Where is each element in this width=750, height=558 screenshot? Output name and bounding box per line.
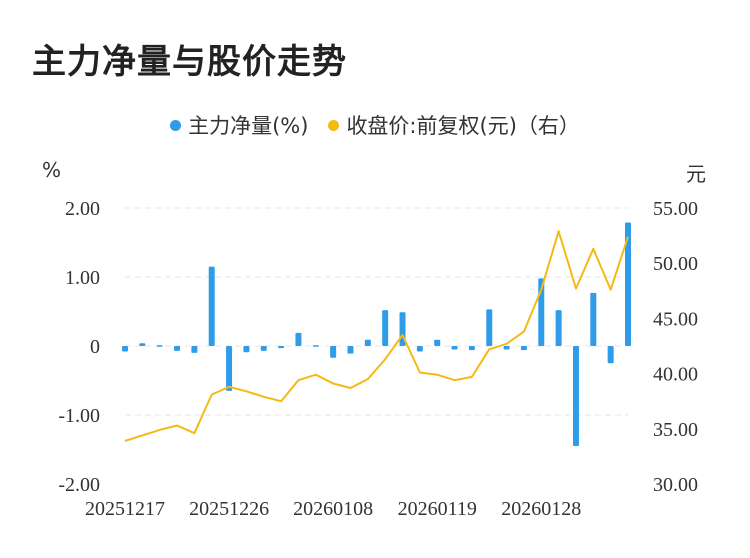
chart-legend: 主力净量(%) 收盘价:前复权(元)（右） — [0, 110, 750, 140]
price-line — [124, 230, 629, 442]
x-axis-tick-label: 20251226 — [189, 498, 269, 520]
left-axis-tick-label: -2.00 — [58, 474, 100, 496]
x-axis-tick-label: 20260108 — [293, 498, 373, 520]
legend-line-marker — [328, 119, 340, 131]
right-axis-tick-label: 55.00 — [653, 198, 698, 220]
right-axis-tick-label: 45.00 — [653, 308, 698, 330]
bar — [174, 346, 181, 351]
bar — [451, 346, 458, 350]
bar — [208, 266, 215, 346]
right-axis-tick-label: 30.00 — [653, 474, 698, 496]
bar — [520, 346, 527, 351]
legend-line-label: 收盘价:前复权(元)（右） — [346, 114, 580, 138]
bar — [278, 346, 285, 349]
bar — [330, 346, 337, 358]
left-axis-tick-label: 2.00 — [65, 198, 100, 220]
bar — [468, 346, 475, 351]
left-axis-unit: % — [42, 158, 62, 182]
bar — [382, 310, 389, 346]
left-axis-tick-label: 1.00 — [65, 267, 100, 289]
x-axis-tick-label: 20251217 — [85, 498, 165, 520]
legend-bar-label: 主力净量(%) — [188, 114, 309, 138]
bar — [347, 346, 354, 354]
legend-bar-marker — [170, 119, 182, 131]
x-axis-tick-label: 20260119 — [398, 498, 477, 520]
bar — [434, 339, 441, 346]
right-axis-tick-label: 50.00 — [653, 253, 698, 275]
legend-item-line[interactable]: 收盘价:前复权(元)（右） — [328, 110, 580, 140]
bar — [139, 343, 146, 346]
left-axis-tick-label: 0 — [90, 336, 100, 358]
bar — [122, 346, 128, 352]
bar — [572, 346, 579, 447]
bar — [590, 292, 597, 346]
bar — [260, 346, 267, 351]
bar — [312, 345, 319, 347]
bar — [295, 332, 302, 346]
chart-title: 主力净量与股价走势 — [32, 42, 347, 82]
bar — [555, 310, 562, 346]
bar — [243, 346, 250, 353]
legend-item-bar[interactable]: 主力净量(%) — [170, 110, 308, 140]
bar — [625, 222, 631, 346]
bar — [156, 345, 163, 347]
bar — [486, 309, 493, 346]
right-axis-unit: 元 — [686, 162, 706, 186]
bar — [191, 346, 198, 353]
right-axis-tick-label: 35.00 — [653, 419, 698, 441]
bar — [226, 346, 233, 391]
bar — [503, 346, 510, 350]
bar — [607, 346, 614, 364]
bar — [364, 339, 371, 346]
bar — [416, 346, 423, 352]
right-axis-tick-label: 40.00 — [653, 364, 698, 386]
left-axis-tick-label: -1.00 — [58, 405, 100, 427]
x-axis-tick-label: 20260128 — [501, 498, 581, 520]
